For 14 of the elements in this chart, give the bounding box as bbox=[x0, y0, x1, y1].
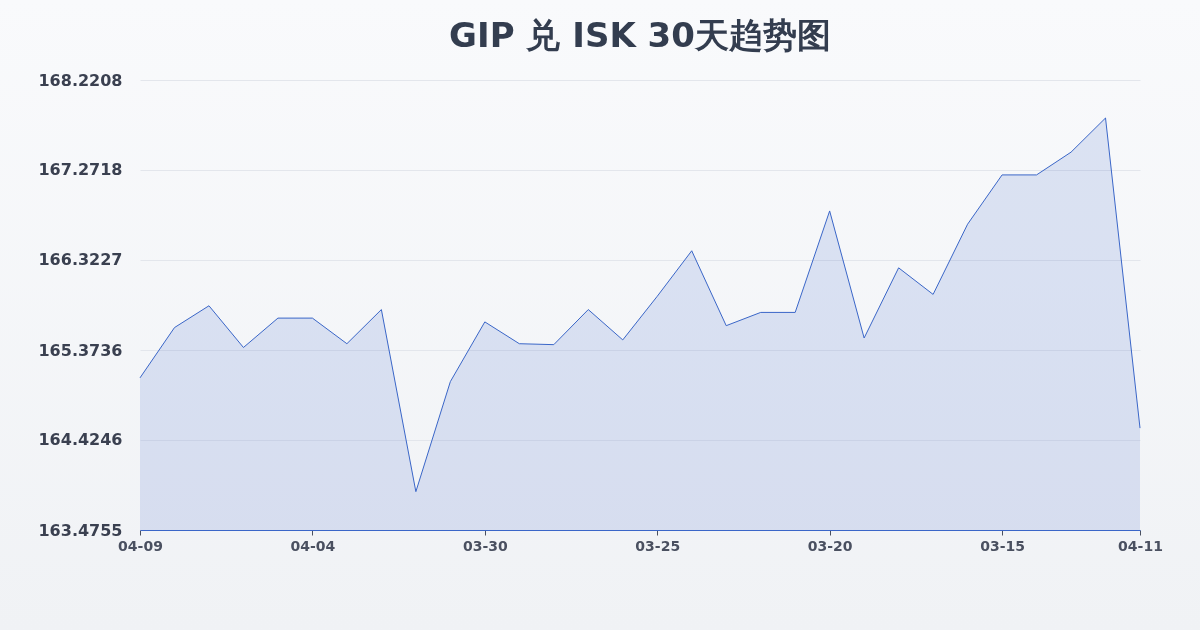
y-tick-label: 167.2718 bbox=[38, 160, 123, 180]
x-tick-label: 03-15 bbox=[980, 537, 1025, 554]
x-tick-label: 04-04 bbox=[290, 537, 336, 554]
x-tick-label: 04-09 bbox=[118, 537, 163, 554]
y-tick-label: 168.2208 bbox=[38, 70, 123, 90]
y-tick-label: 164.4246 bbox=[38, 430, 123, 450]
x-tick-label: 03-20 bbox=[807, 537, 853, 554]
chart-title: GIP 兑 ISK 30天趋势图 bbox=[449, 15, 831, 55]
y-tick-label: 163.4755 bbox=[38, 520, 123, 540]
x-tick-label: 03-25 bbox=[635, 537, 681, 554]
y-tick-label: 165.3736 bbox=[38, 340, 123, 360]
y-tick-label: 166.3227 bbox=[38, 250, 123, 270]
x-tick-label: 03-30 bbox=[462, 537, 508, 554]
x-tick-label: 04-11 bbox=[1118, 537, 1163, 554]
